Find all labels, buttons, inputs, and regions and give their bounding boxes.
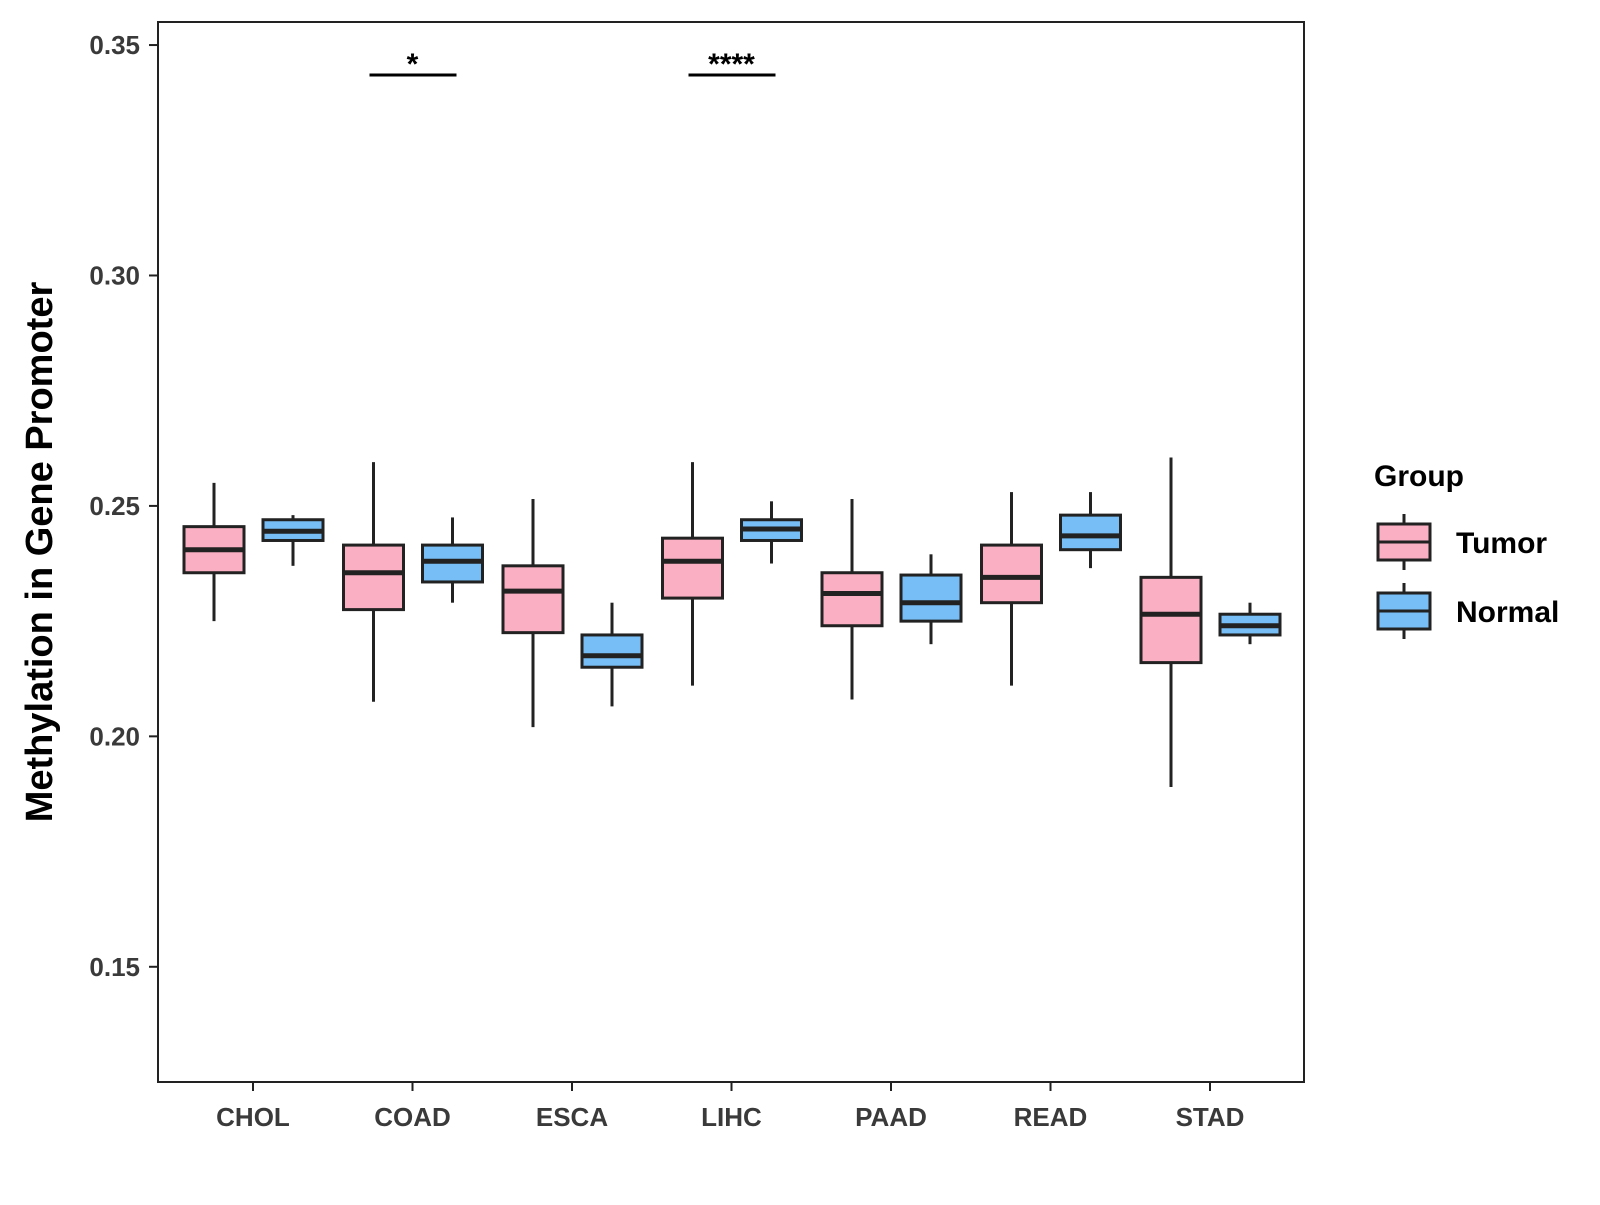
- box-normal-paad: [899, 554, 963, 645]
- y-tick-label: 0.20: [89, 721, 140, 751]
- box-iqr: [820, 571, 884, 628]
- box-tumor-paad: [820, 499, 884, 700]
- box-iqr: [661, 536, 724, 600]
- x-axis: CHOL COAD ESCA LIHC PAAD READ STAD: [216, 1082, 1244, 1132]
- y-axis: 0.15 0.20 0.25 0.30 0.35: [89, 30, 158, 982]
- significance-annotations: * ****: [369, 48, 776, 81]
- y-tick-label: 0.30: [89, 260, 140, 290]
- x-tick-label-lihc: LIHC: [701, 1102, 762, 1132]
- x-tick-label-esca: ESCA: [536, 1102, 608, 1132]
- y-tick-label: 0.25: [89, 491, 140, 521]
- x-tick-label-read: READ: [1014, 1102, 1088, 1132]
- box-iqr: [899, 573, 963, 623]
- box-normal-esca: [580, 602, 644, 707]
- legend-label-normal: Normal: [1456, 596, 1559, 629]
- box-tumor-lihc: [661, 462, 724, 686]
- x-tick-label-chol: CHOL: [216, 1102, 290, 1132]
- legend-label-tumor: Tumor: [1456, 527, 1547, 560]
- box-normal-chol: [261, 515, 325, 566]
- plot-background: [157, 21, 1305, 1083]
- box-tumor-read: [980, 492, 1043, 686]
- box-iqr: [501, 564, 565, 635]
- box-normal-lihc: [740, 501, 803, 564]
- x-tick-label-paad: PAAD: [855, 1102, 927, 1132]
- y-tick-label: 0.15: [89, 952, 140, 982]
- legend-key-normal: [1376, 583, 1432, 639]
- x-tick-label-stad: STAD: [1176, 1102, 1245, 1132]
- legend: Group Tumor Normal: [1374, 460, 1559, 639]
- significance-label: *: [407, 48, 419, 81]
- box-iqr: [580, 633, 644, 669]
- box-normal-stad: [1218, 602, 1282, 645]
- box-tumor-chol: [182, 482, 246, 622]
- box-tumor-coad: [342, 462, 405, 702]
- y-axis-title: Methylation in Gene Promoter: [19, 282, 61, 823]
- significance-label: ****: [708, 48, 755, 81]
- box-iqr: [1139, 575, 1203, 665]
- box-tumor-stad: [1139, 457, 1203, 788]
- boxes-layer: [182, 457, 1282, 788]
- box-iqr: [342, 543, 405, 612]
- legend-title: Group: [1374, 460, 1464, 493]
- box-iqr: [1059, 513, 1122, 552]
- box-iqr: [980, 543, 1043, 605]
- legend-key-tumor: [1376, 514, 1432, 570]
- x-tick-label-coad: COAD: [374, 1102, 451, 1132]
- y-tick-label: 0.35: [89, 30, 140, 60]
- box-normal-coad: [421, 517, 484, 603]
- box-tumor-esca: [501, 499, 565, 728]
- box-normal-read: [1059, 492, 1122, 569]
